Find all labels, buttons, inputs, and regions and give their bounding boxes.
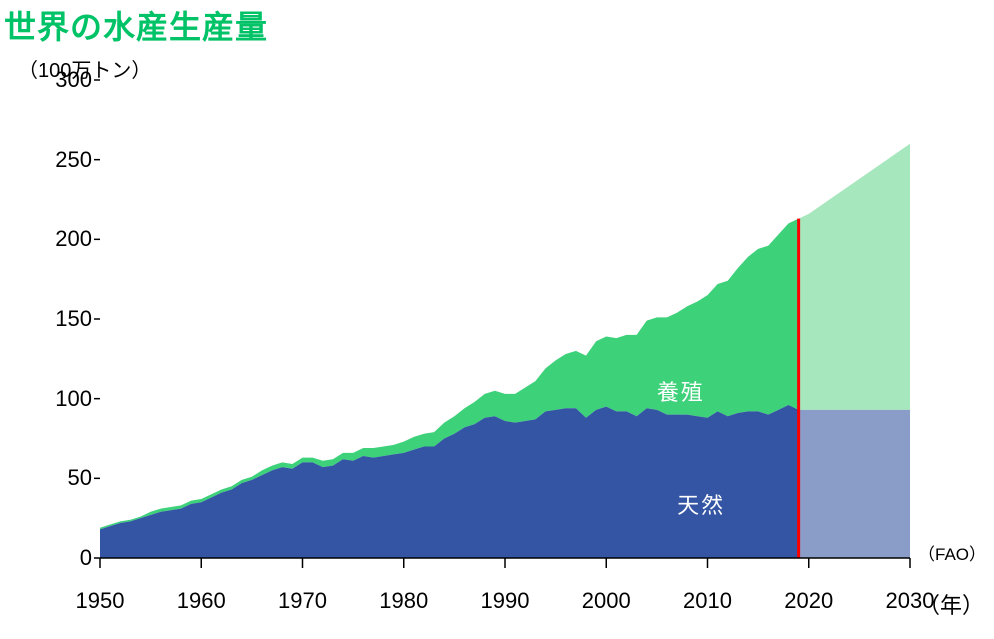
chart-title: 世界の水産生産量 bbox=[4, 2, 268, 48]
series-label-wild: 天然 bbox=[677, 488, 725, 520]
x-tick-label: 1980 bbox=[379, 588, 428, 614]
series-label-aqua: 養殖 bbox=[657, 375, 705, 407]
area-segment bbox=[799, 410, 910, 558]
chart-source: （FAO） bbox=[918, 540, 986, 565]
y-tick-label: 300 bbox=[12, 67, 92, 93]
y-tick-label: 50 bbox=[12, 465, 92, 491]
y-tick-label: 100 bbox=[12, 386, 92, 412]
x-tick-label: 1960 bbox=[177, 588, 226, 614]
plot-area: 養殖 天然 bbox=[100, 80, 910, 558]
x-axis-unit: （年） bbox=[918, 588, 984, 620]
area-chart-svg bbox=[100, 80, 910, 558]
y-tick-label: 0 bbox=[12, 545, 92, 571]
x-tick-label: 2010 bbox=[683, 588, 732, 614]
x-tick-label: 2000 bbox=[582, 588, 631, 614]
x-tick-label: 2020 bbox=[784, 588, 833, 614]
y-tick-label: 250 bbox=[12, 147, 92, 173]
y-tick-label: 200 bbox=[12, 226, 92, 252]
x-tick-label: 1990 bbox=[481, 588, 530, 614]
y-axis-ticks: 050100150200250300 bbox=[0, 80, 92, 558]
y-tick-label: 150 bbox=[12, 306, 92, 332]
x-tick-label: 1970 bbox=[278, 588, 327, 614]
x-axis-ticks: 195019601970198019902000201020202030 bbox=[100, 562, 910, 622]
area-segment bbox=[799, 144, 910, 410]
x-tick-label: 1950 bbox=[76, 588, 125, 614]
